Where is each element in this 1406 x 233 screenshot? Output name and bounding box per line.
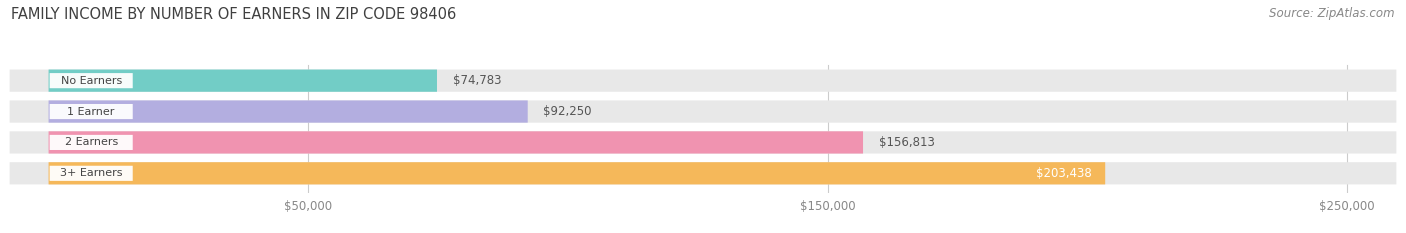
FancyBboxPatch shape — [10, 69, 1396, 92]
Text: $92,250: $92,250 — [543, 105, 592, 118]
Text: Source: ZipAtlas.com: Source: ZipAtlas.com — [1270, 7, 1395, 20]
FancyBboxPatch shape — [49, 100, 527, 123]
Text: 1 Earner: 1 Earner — [67, 106, 115, 116]
FancyBboxPatch shape — [49, 131, 863, 154]
Text: FAMILY INCOME BY NUMBER OF EARNERS IN ZIP CODE 98406: FAMILY INCOME BY NUMBER OF EARNERS IN ZI… — [11, 7, 457, 22]
Text: $74,783: $74,783 — [453, 74, 501, 87]
Text: 2 Earners: 2 Earners — [65, 137, 118, 147]
Text: 3+ Earners: 3+ Earners — [60, 168, 122, 178]
FancyBboxPatch shape — [49, 135, 132, 150]
Text: $203,438: $203,438 — [1036, 167, 1092, 180]
FancyBboxPatch shape — [49, 104, 132, 119]
FancyBboxPatch shape — [49, 162, 1105, 185]
FancyBboxPatch shape — [10, 131, 1396, 154]
Text: No Earners: No Earners — [60, 76, 122, 86]
FancyBboxPatch shape — [49, 73, 132, 88]
FancyBboxPatch shape — [49, 69, 437, 92]
FancyBboxPatch shape — [10, 100, 1396, 123]
Text: $156,813: $156,813 — [879, 136, 935, 149]
FancyBboxPatch shape — [49, 166, 132, 181]
FancyBboxPatch shape — [10, 162, 1396, 185]
